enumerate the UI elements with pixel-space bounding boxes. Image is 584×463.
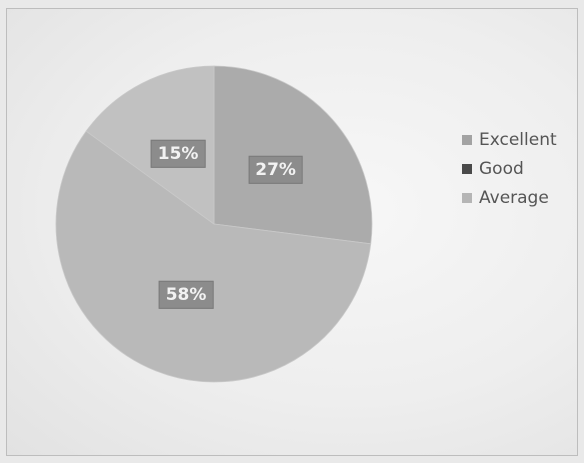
legend-swatch-good bbox=[462, 163, 472, 174]
legend-item-good: Good bbox=[462, 154, 557, 183]
pie-slices bbox=[55, 65, 373, 383]
data-label-good: 15% bbox=[150, 139, 206, 168]
legend: Excellent Good Average bbox=[462, 125, 557, 212]
pie-slice-average bbox=[55, 130, 372, 383]
legend-item-average: Average bbox=[462, 183, 557, 212]
legend-item-excellent: Excellent bbox=[462, 125, 557, 154]
legend-label-good: Good bbox=[479, 158, 524, 179]
pie-slice-excellent bbox=[213, 65, 373, 245]
data-label-average: 58% bbox=[158, 280, 214, 309]
legend-swatch-excellent bbox=[462, 134, 472, 145]
legend-label-average: Average bbox=[479, 187, 549, 208]
legend-label-excellent: Excellent bbox=[479, 129, 557, 150]
pie-slice-good bbox=[85, 65, 215, 225]
legend-swatch-average bbox=[462, 192, 472, 203]
data-label-excellent: 27% bbox=[248, 155, 303, 184]
